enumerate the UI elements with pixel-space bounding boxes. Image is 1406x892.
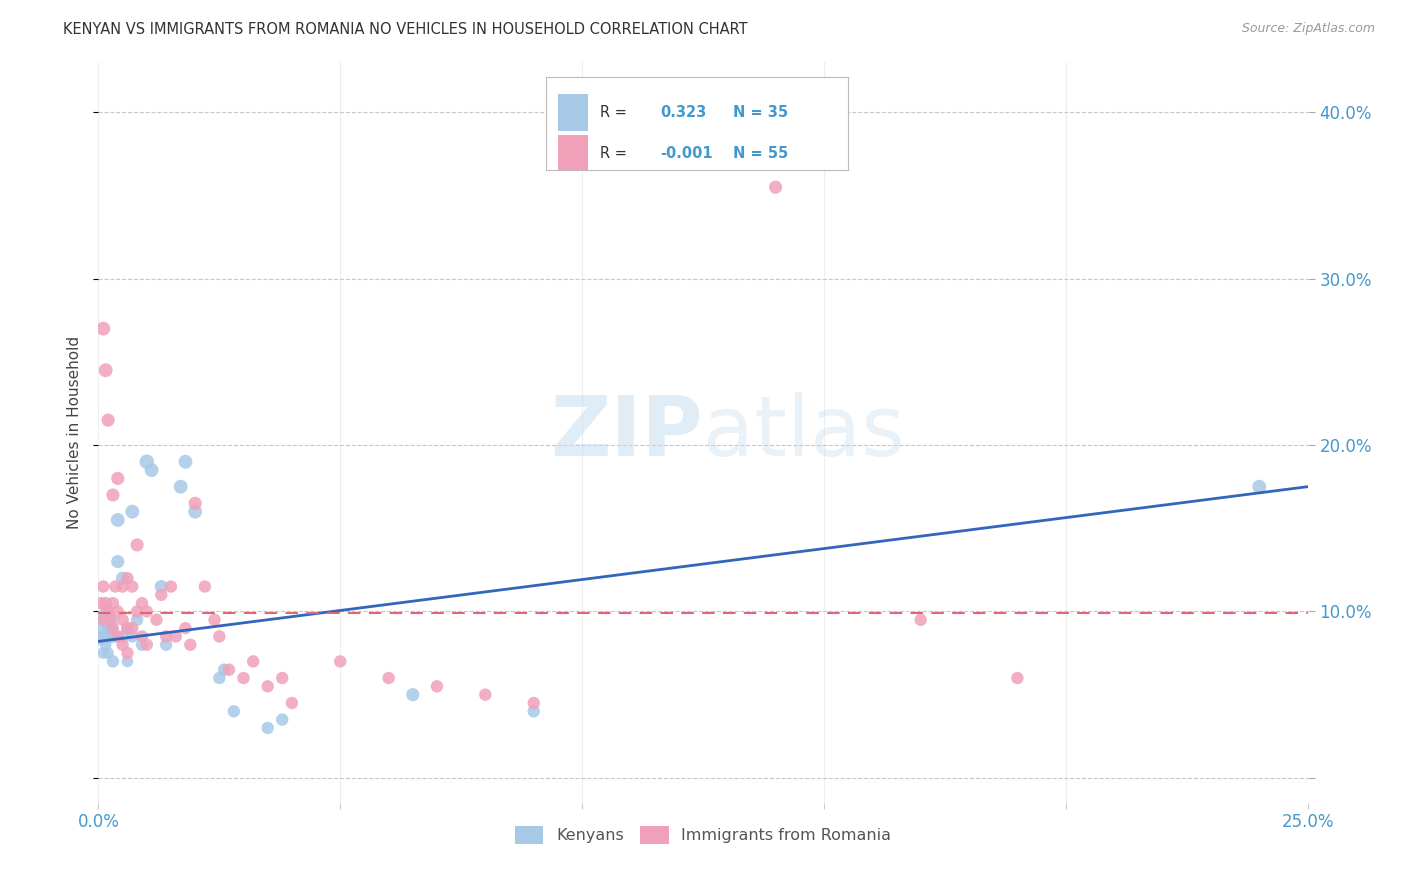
Point: [97, 646, 120, 660]
Y-axis label: No Vehicles in Household: No Vehicles in Household: [66, 336, 82, 529]
Point: [131, 629, 153, 643]
Point: [101, 621, 124, 635]
Point: [160, 580, 183, 594]
Point: [127, 613, 149, 627]
Point: [91, 580, 114, 594]
Point: [474, 688, 496, 702]
Point: [91, 321, 114, 335]
Point: [281, 696, 304, 710]
Point: [107, 471, 129, 485]
Point: [1007, 671, 1029, 685]
Point: [94, 363, 117, 377]
Point: [208, 671, 231, 685]
Point: [242, 654, 264, 668]
Point: [107, 555, 129, 569]
Point: [145, 613, 167, 627]
Point: [117, 621, 139, 635]
Point: [329, 654, 352, 668]
Point: [135, 605, 157, 619]
Point: [101, 488, 124, 502]
Point: [218, 663, 240, 677]
Point: [100, 613, 122, 627]
Point: [184, 505, 207, 519]
Point: [208, 629, 231, 643]
Point: [155, 638, 177, 652]
Point: [90, 621, 112, 635]
Point: [111, 629, 134, 643]
Point: [127, 605, 149, 619]
Point: [111, 571, 134, 585]
Point: [91, 629, 114, 643]
Point: [117, 646, 139, 660]
Point: [131, 638, 153, 652]
Point: [97, 621, 120, 635]
Point: [141, 463, 163, 477]
Point: [97, 413, 120, 427]
Point: [117, 654, 139, 668]
Point: [135, 638, 157, 652]
Point: [91, 646, 114, 660]
Point: [377, 671, 399, 685]
Point: [90, 596, 112, 610]
Point: [121, 629, 143, 643]
Point: [765, 180, 787, 194]
Text: ZIP: ZIP: [551, 392, 703, 473]
Point: [174, 621, 197, 635]
Text: KENYAN VS IMMIGRANTS FROM ROMANIA NO VEHICLES IN HOUSEHOLD CORRELATION CHART: KENYAN VS IMMIGRANTS FROM ROMANIA NO VEH…: [63, 22, 748, 37]
Point: [135, 455, 157, 469]
Point: [111, 580, 134, 594]
Text: atlas: atlas: [703, 392, 904, 473]
Point: [94, 596, 117, 610]
Point: [101, 654, 124, 668]
Legend: Kenyans, Immigrants from Romania: Kenyans, Immigrants from Romania: [508, 819, 898, 850]
Point: [910, 613, 932, 627]
Point: [212, 663, 235, 677]
Point: [111, 638, 134, 652]
Point: [94, 605, 117, 619]
Point: [155, 629, 177, 643]
Point: [101, 596, 124, 610]
Point: [131, 596, 153, 610]
Point: [121, 621, 143, 635]
Point: [232, 671, 254, 685]
Point: [107, 605, 129, 619]
Point: [271, 671, 294, 685]
Point: [426, 679, 449, 693]
Point: [107, 513, 129, 527]
Point: [101, 629, 124, 643]
Point: [107, 629, 129, 643]
Point: [174, 455, 197, 469]
Point: [184, 496, 207, 510]
Point: [402, 688, 425, 702]
Point: [117, 621, 139, 635]
Point: [150, 580, 173, 594]
Text: Source: ZipAtlas.com: Source: ZipAtlas.com: [1241, 22, 1375, 36]
Point: [117, 571, 139, 585]
Point: [97, 605, 120, 619]
Point: [94, 638, 117, 652]
Point: [194, 580, 217, 594]
Point: [222, 704, 245, 718]
Point: [100, 613, 122, 627]
Point: [271, 713, 294, 727]
Point: [165, 629, 187, 643]
Point: [179, 638, 201, 652]
Point: [204, 613, 226, 627]
Point: [169, 480, 191, 494]
Point: [127, 538, 149, 552]
Point: [121, 505, 143, 519]
Point: [523, 696, 546, 710]
Point: [523, 704, 546, 718]
Point: [111, 613, 134, 627]
Point: [91, 613, 114, 627]
Point: [256, 679, 278, 693]
Point: [150, 588, 173, 602]
Point: [256, 721, 278, 735]
Point: [1249, 480, 1271, 494]
Point: [104, 580, 127, 594]
Point: [121, 580, 143, 594]
